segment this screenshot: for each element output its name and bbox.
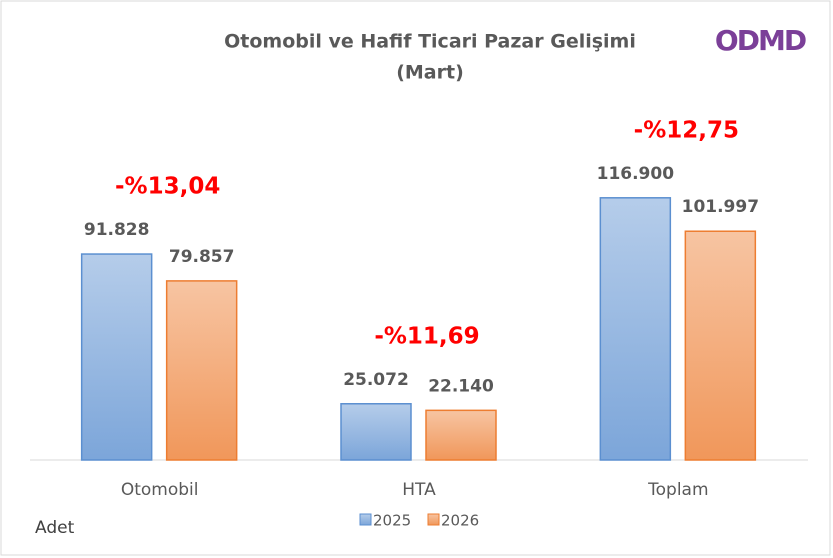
value-label: 116.900 bbox=[597, 164, 675, 184]
value-label: 101.997 bbox=[682, 197, 759, 217]
x-tick-label: HTA bbox=[402, 480, 436, 500]
x-tick-label: Toplam bbox=[647, 480, 708, 500]
bar bbox=[80, 253, 153, 461]
bar bbox=[425, 409, 497, 461]
chart-title: Otomobil ve Hafif Ticari Pazar Gelişimi bbox=[224, 31, 636, 53]
chart-subtitle: (Mart) bbox=[396, 62, 464, 84]
legend-label: 2026 bbox=[441, 512, 479, 530]
bar bbox=[684, 230, 757, 461]
value-label: 79.857 bbox=[169, 247, 235, 267]
legend-swatch bbox=[427, 513, 440, 526]
x-tick-label: Otomobil bbox=[121, 480, 199, 500]
annotation: -%12,75 bbox=[634, 117, 739, 143]
bar bbox=[340, 403, 412, 461]
value-label: 25.072 bbox=[343, 370, 409, 390]
logo: ODMD bbox=[715, 24, 806, 57]
legend-swatch bbox=[359, 513, 372, 526]
legend-label: 2025 bbox=[373, 512, 411, 530]
value-label: 91.828 bbox=[84, 220, 150, 240]
bar bbox=[165, 280, 238, 461]
bar bbox=[599, 197, 672, 461]
annotation: -%13,04 bbox=[115, 174, 220, 200]
annotation: -%11,69 bbox=[374, 323, 479, 349]
y-axis-label: Adet bbox=[35, 518, 75, 538]
value-label: 22.140 bbox=[428, 376, 494, 396]
